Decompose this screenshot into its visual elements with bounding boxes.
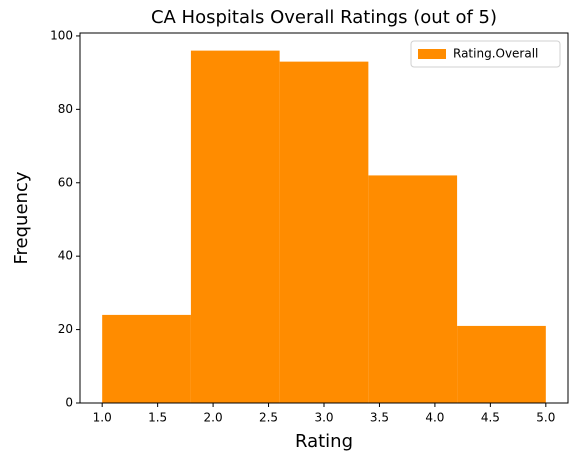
bar [190, 50, 280, 403]
y-tick-label: 40 [58, 249, 73, 263]
y-tick-label: 100 [50, 28, 73, 42]
x-tick-label: 3.0 [314, 411, 333, 425]
bar [279, 61, 369, 403]
chart-title: CA Hospitals Overall Ratings (out of 5) [151, 7, 497, 28]
x-tick-label: 5.0 [536, 411, 555, 425]
y-tick-label: 20 [58, 322, 73, 336]
x-tick-label: 3.5 [370, 411, 389, 425]
y-tick-label: 60 [58, 175, 73, 189]
bar [457, 325, 546, 403]
x-tick-label: 1.5 [148, 411, 167, 425]
x-tick-label: 4.5 [481, 411, 500, 425]
bar [102, 314, 191, 403]
y-axis-label: Frequency [11, 171, 32, 264]
y-tick-label: 80 [58, 102, 73, 116]
x-tick-label: 2.5 [259, 411, 278, 425]
legend-label: Rating.Overall [453, 47, 538, 61]
legend-swatch [418, 49, 446, 59]
legend-box [410, 40, 561, 68]
x-axis-label: Rating [295, 431, 353, 452]
y-tick-label: 0 [65, 396, 73, 410]
bar [368, 175, 458, 403]
x-tick-label: 4.0 [425, 411, 444, 425]
x-tick-label: 1.0 [93, 411, 112, 425]
x-tick-label: 2.0 [204, 411, 223, 425]
